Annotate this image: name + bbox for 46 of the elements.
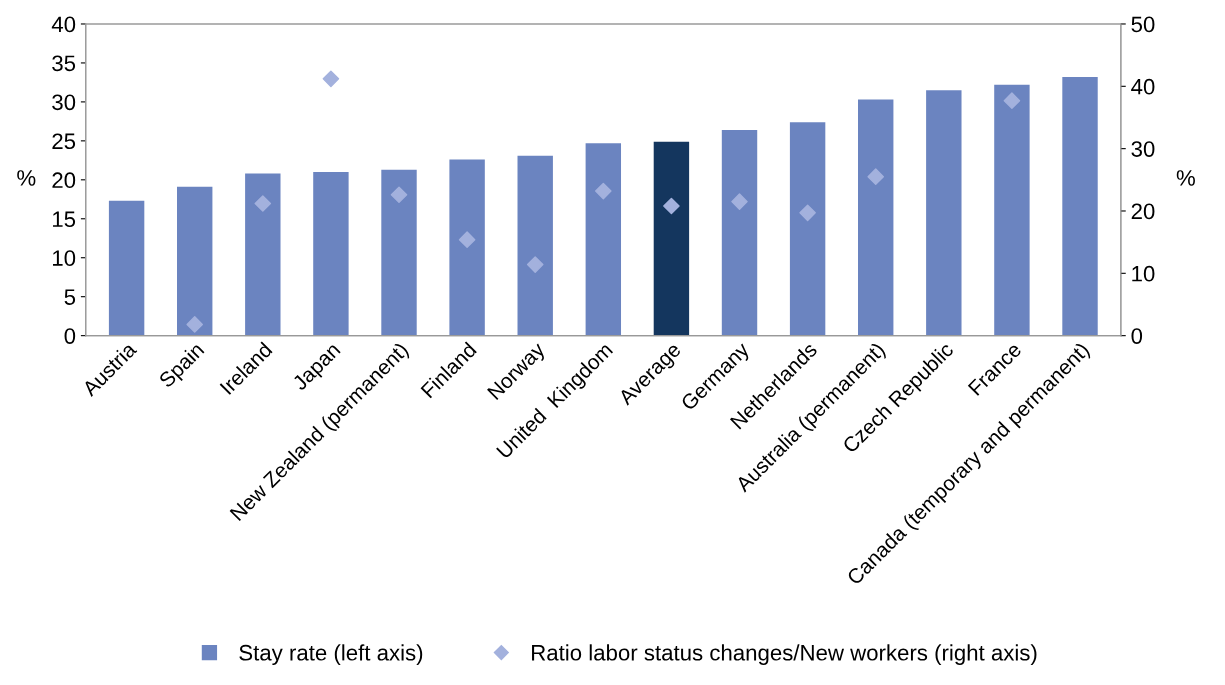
- bar: [245, 173, 281, 336]
- y2-tick-label: 0: [1131, 328, 1143, 344]
- point: [595, 182, 612, 200]
- bar: [721, 129, 758, 336]
- point: [458, 231, 476, 248]
- y-tick-label: 10: [53, 250, 76, 266]
- y-tick-label: 15: [53, 211, 76, 228]
- point: [322, 70, 340, 88]
- y2-tick-label: 20: [1131, 203, 1155, 220]
- bar: [1062, 76, 1098, 336]
- y-tick-label: 0: [64, 328, 76, 344]
- bar: [381, 169, 417, 336]
- y2-tick-label: 10: [1132, 265, 1155, 282]
- y2-tick-label: 40: [1131, 78, 1155, 95]
- y2-tick-label: 30: [1131, 141, 1155, 157]
- bar: [994, 84, 1030, 336]
- y-tick-label: 25: [52, 133, 76, 150]
- y-tick-label: 5: [64, 289, 76, 305]
- bar: [926, 90, 962, 336]
- y2-axis-title: %: [1176, 170, 1195, 186]
- point: [731, 193, 748, 210]
- bar: [449, 159, 485, 336]
- point: [1003, 92, 1021, 109]
- y-tick-label: 30: [52, 94, 76, 111]
- point: [390, 186, 408, 204]
- y-axis-title: %: [17, 170, 36, 186]
- point: [799, 204, 816, 222]
- bar: [858, 99, 894, 336]
- point: [254, 195, 272, 212]
- y2-tick-label: 50: [1131, 16, 1155, 33]
- point: [186, 316, 204, 333]
- legend-label: Stay rate (left axis): [239, 644, 423, 665]
- point: [867, 168, 885, 185]
- bar: [517, 155, 553, 336]
- bar: [177, 186, 213, 336]
- bar: [653, 141, 690, 336]
- bar: [789, 122, 826, 336]
- bar: [585, 143, 622, 336]
- bar: [313, 172, 349, 336]
- legend-label: Ratio labor status changes/New workers (right axis): [532, 644, 1037, 665]
- point: [663, 197, 680, 215]
- point: [526, 256, 544, 273]
- bar: [108, 200, 145, 336]
- y-tick-label: 35: [52, 55, 76, 72]
- y-tick-label: 40: [51, 16, 76, 33]
- y-tick-label: 20: [52, 172, 76, 189]
